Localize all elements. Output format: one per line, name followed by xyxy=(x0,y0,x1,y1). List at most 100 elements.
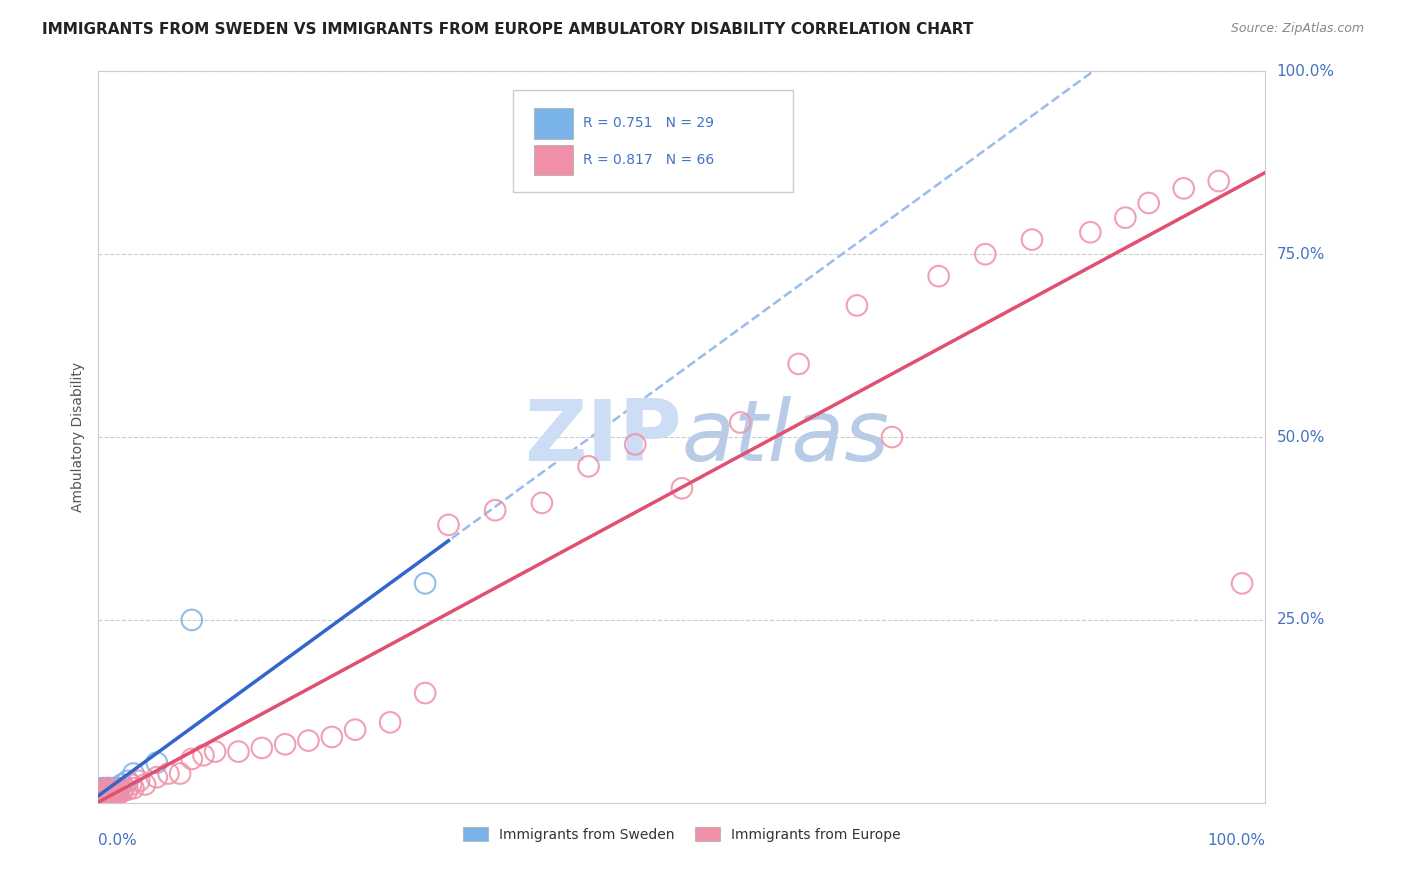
Point xyxy=(97,781,120,796)
Point xyxy=(228,745,250,759)
Y-axis label: Ambulatory Disability: Ambulatory Disability xyxy=(70,362,84,512)
Point xyxy=(105,785,128,799)
Point xyxy=(1021,233,1043,247)
Point xyxy=(1114,211,1136,225)
Point xyxy=(93,781,115,796)
Point xyxy=(413,576,436,591)
Text: atlas: atlas xyxy=(682,395,890,479)
Point xyxy=(104,782,127,797)
Point xyxy=(103,787,125,801)
Point xyxy=(93,785,115,799)
FancyBboxPatch shape xyxy=(513,90,793,192)
Point xyxy=(98,789,121,803)
Point xyxy=(1230,576,1253,591)
Point xyxy=(380,715,402,730)
Point xyxy=(90,785,112,799)
Point xyxy=(103,781,125,796)
Point xyxy=(96,789,118,803)
Point xyxy=(530,496,553,510)
Point xyxy=(94,789,117,803)
Point xyxy=(96,787,118,801)
Point xyxy=(97,789,120,804)
Text: Source: ZipAtlas.com: Source: ZipAtlas.com xyxy=(1230,22,1364,36)
Point xyxy=(111,778,134,792)
Point xyxy=(578,459,600,474)
Legend: Immigrants from Sweden, Immigrants from Europe: Immigrants from Sweden, Immigrants from … xyxy=(457,822,907,847)
Point xyxy=(97,785,120,799)
Point xyxy=(122,766,145,780)
Text: R = 0.751   N = 29: R = 0.751 N = 29 xyxy=(582,116,714,130)
Point xyxy=(90,789,112,803)
Point xyxy=(146,756,169,770)
Point xyxy=(180,752,202,766)
Point xyxy=(1208,174,1230,188)
Point xyxy=(100,789,122,803)
Point xyxy=(111,785,134,799)
Text: 0.0%: 0.0% xyxy=(98,833,138,848)
Point xyxy=(97,789,120,803)
Point xyxy=(250,740,273,755)
FancyBboxPatch shape xyxy=(534,145,574,175)
Point xyxy=(1137,196,1160,211)
Text: 100.0%: 100.0% xyxy=(1208,833,1265,848)
Point xyxy=(98,789,121,804)
Point xyxy=(101,785,124,799)
Point xyxy=(928,269,950,284)
Point xyxy=(101,785,124,799)
Point xyxy=(108,782,131,797)
Point xyxy=(180,613,202,627)
Point xyxy=(157,766,180,780)
Point xyxy=(274,737,297,751)
Point xyxy=(89,792,111,806)
Point xyxy=(90,789,112,803)
Text: ZIP: ZIP xyxy=(524,395,682,479)
Point xyxy=(128,773,150,788)
Point xyxy=(107,781,129,796)
Point xyxy=(89,789,111,803)
Point xyxy=(624,437,647,451)
Point xyxy=(413,686,436,700)
Point xyxy=(846,298,869,312)
Point xyxy=(104,782,127,797)
Point xyxy=(671,481,693,495)
Point xyxy=(117,782,139,797)
Point xyxy=(93,789,115,803)
Point xyxy=(1173,181,1195,195)
Point xyxy=(98,781,121,796)
Point xyxy=(117,773,139,788)
Point xyxy=(134,778,156,792)
Point xyxy=(94,785,117,799)
Point xyxy=(94,785,117,799)
Text: 25.0%: 25.0% xyxy=(1277,613,1324,627)
Point xyxy=(120,778,142,792)
Text: 75.0%: 75.0% xyxy=(1277,247,1324,261)
Point xyxy=(193,748,215,763)
Point xyxy=(90,782,112,797)
Point xyxy=(204,745,226,759)
Point xyxy=(90,781,112,796)
Point xyxy=(90,785,112,799)
Point xyxy=(90,792,112,806)
Point xyxy=(1080,225,1102,239)
Point xyxy=(91,789,114,804)
Point xyxy=(146,770,169,784)
Point xyxy=(484,503,506,517)
Point xyxy=(97,789,120,803)
Point xyxy=(321,730,343,744)
Point xyxy=(93,789,115,803)
Point xyxy=(98,785,121,799)
Point xyxy=(437,517,460,532)
Point xyxy=(96,787,118,801)
Point xyxy=(112,781,135,796)
Point xyxy=(94,789,117,804)
Point xyxy=(974,247,997,261)
Point xyxy=(880,430,903,444)
Text: 100.0%: 100.0% xyxy=(1277,64,1334,78)
Point xyxy=(297,733,319,747)
Point xyxy=(90,789,112,804)
Point xyxy=(93,787,115,801)
Point xyxy=(787,357,810,371)
Point xyxy=(107,787,129,801)
Point xyxy=(169,766,191,780)
Text: 50.0%: 50.0% xyxy=(1277,430,1324,444)
